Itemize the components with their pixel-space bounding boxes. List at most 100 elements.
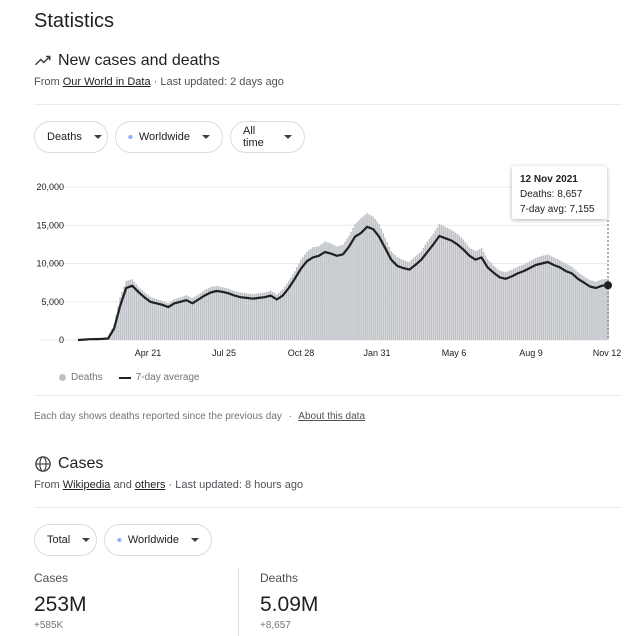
deaths-bar <box>117 306 119 340</box>
type-dropdown[interactable]: Total <box>34 524 97 556</box>
deaths-bar <box>396 256 399 340</box>
deaths-bar <box>179 297 182 340</box>
legend-deaths-label: Deaths <box>71 372 103 383</box>
deaths-bar <box>197 294 200 340</box>
x-tick-label: Apr 21 <box>135 348 162 358</box>
about-this-data-link[interactable]: About this data <box>298 411 366 422</box>
deaths-bar <box>482 251 485 340</box>
others-link[interactable]: others <box>134 479 166 491</box>
deaths-bar <box>310 248 312 340</box>
x-tick-label: Jan 31 <box>363 348 390 358</box>
deaths-bar <box>452 231 455 340</box>
deaths-bar <box>177 298 180 340</box>
deaths-bar <box>320 244 322 340</box>
deaths-bar <box>314 246 316 340</box>
globe-icon <box>128 134 133 140</box>
deaths-bar <box>316 246 318 340</box>
deaths-bar <box>520 265 523 340</box>
deaths-bar <box>187 296 190 340</box>
stat-deaths-value: 5.09M <box>260 593 319 616</box>
trending-up-icon <box>34 55 51 66</box>
deaths-bar <box>149 296 152 340</box>
deaths-bar <box>416 254 419 340</box>
deaths-bar <box>336 246 338 340</box>
region-dropdown[interactable]: Worldwide <box>115 121 223 153</box>
deaths-bar <box>243 293 246 340</box>
deaths-bar <box>394 255 396 340</box>
deaths-bar <box>420 251 423 340</box>
deaths-bar <box>275 294 278 340</box>
deaths-bar <box>141 290 144 340</box>
deaths-bar <box>398 258 401 340</box>
deaths-bar <box>593 281 595 340</box>
deaths-bar <box>296 267 298 340</box>
deaths-bar <box>366 213 368 340</box>
globe-icon <box>35 456 51 472</box>
deaths-bar <box>163 301 166 340</box>
deaths-bar <box>265 291 268 340</box>
type-dropdown-label: Total <box>47 534 71 546</box>
deaths-bar <box>255 293 258 340</box>
deaths-chart[interactable]: 0 5,000 10,000 15,000 20,000 Apr 21 Jul 25 Oct… <box>0 160 643 370</box>
chart-note: Each day shows deaths reported since the… <box>34 411 365 422</box>
deaths-bar <box>446 227 449 340</box>
wikipedia-link[interactable]: Wikipedia <box>62 479 111 491</box>
deaths-bar <box>508 270 511 340</box>
deaths-bar <box>601 279 603 340</box>
deaths-bar <box>225 288 228 340</box>
x-tick-label: May 6 <box>442 348 467 358</box>
deaths-bar <box>362 216 364 340</box>
deaths-bar <box>223 287 226 340</box>
stat-deaths-delta: +8,657 <box>260 620 291 631</box>
deaths-bar <box>145 293 148 340</box>
deaths-bar <box>227 288 230 340</box>
deaths-bar <box>175 298 178 340</box>
deaths-bar <box>563 262 565 340</box>
tooltip-avg: 7-day avg: 7,155 <box>520 204 595 215</box>
our-world-in-data-link[interactable]: Our World in Data <box>62 76 151 88</box>
last-updated: · Last updated: 8 hours ago <box>168 479 304 491</box>
deaths-bar <box>502 271 505 340</box>
deaths-bar <box>510 269 513 340</box>
deaths-bar <box>348 235 350 340</box>
metric-dropdown[interactable]: Deaths <box>34 121 108 153</box>
deaths-bar <box>500 271 503 340</box>
deaths-bar <box>418 253 421 340</box>
deaths-bar <box>219 286 222 340</box>
cases-source: From Wikipedia and others · Last updated… <box>34 479 303 491</box>
deaths-bar <box>581 274 583 340</box>
deaths-bar <box>603 279 605 340</box>
deaths-bar <box>273 293 276 340</box>
caret-down-icon <box>202 135 210 139</box>
deaths-bar <box>263 292 266 340</box>
stat-cases-delta: +585K <box>34 620 64 631</box>
deaths-bar <box>153 298 156 340</box>
deaths-bar <box>466 244 469 340</box>
deaths-bar <box>470 248 473 340</box>
range-dropdown[interactable]: All time <box>230 121 305 153</box>
cases-region-dropdown[interactable]: Worldwide <box>104 524 212 556</box>
deaths-bar <box>583 276 585 340</box>
deaths-bar <box>209 287 212 340</box>
deaths-bar <box>237 292 240 340</box>
deaths-bar <box>350 231 352 340</box>
deaths-bar <box>450 230 453 340</box>
globe-icon <box>117 537 122 543</box>
deaths-bar <box>476 250 479 340</box>
deaths-bar <box>376 221 378 340</box>
deaths-bar <box>277 292 280 340</box>
legend-avg-swatch <box>118 376 131 379</box>
deaths-bar <box>524 263 527 340</box>
deaths-bar <box>579 273 581 340</box>
deaths-bar <box>561 261 563 340</box>
deaths-bar <box>352 227 354 340</box>
deaths-bar <box>195 295 198 340</box>
deaths-bar <box>492 265 495 340</box>
cases-region-dropdown-label: Worldwide <box>127 534 179 546</box>
stat-deaths-label: Deaths <box>260 571 299 585</box>
deaths-bar <box>304 254 306 340</box>
deaths-bar <box>538 256 541 340</box>
deaths-bar <box>330 243 332 340</box>
deaths-bar <box>595 281 597 340</box>
cases-deaths-header: New cases and deaths <box>34 52 220 70</box>
